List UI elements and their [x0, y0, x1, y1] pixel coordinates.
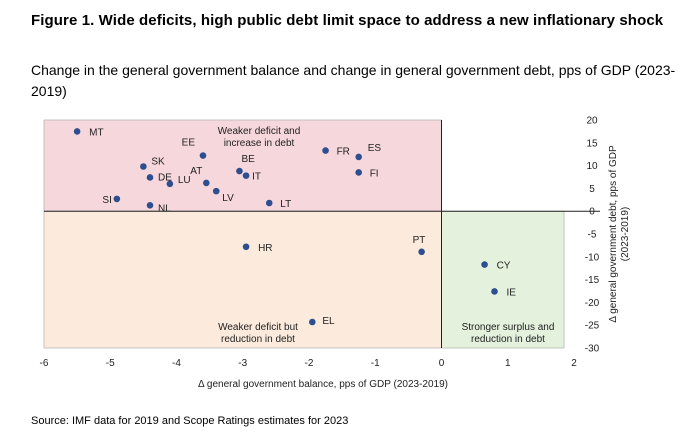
data-point-ee [199, 152, 207, 159]
data-point-it [242, 172, 250, 179]
x-tick-label: -4 [172, 358, 181, 369]
point-label-it: IT [252, 172, 261, 183]
quadrant-top-left [43, 119, 442, 212]
x-tick-label: -6 [40, 358, 49, 369]
data-point-lt [265, 199, 273, 207]
point-label-sk: SK [151, 157, 165, 168]
data-point-de [146, 174, 154, 181]
point-label-nl: NL [158, 203, 171, 214]
y-tick-label: -20 [585, 298, 600, 309]
point-label-ee: EE [182, 138, 196, 149]
y-tick-label: -10 [585, 252, 600, 263]
point-label-lu: LU [178, 175, 191, 186]
source-note: Source: IMF data for 2019 and Scope Rati… [31, 415, 349, 427]
x-tick-label: -5 [106, 358, 115, 369]
chart-subtitle: Change in the general government balance… [31, 62, 676, 99]
quadrant-label: Weaker deficit but reduction in debt [218, 322, 298, 345]
point-label-fr: FR [337, 147, 350, 158]
data-point-nl [146, 201, 154, 209]
point-label-hr: HR [258, 243, 272, 254]
data-point-el [309, 318, 316, 326]
chart-title: Figure 1. Wide deficits, high public deb… [31, 12, 664, 29]
data-point-pt [418, 248, 425, 256]
data-point-mt [73, 128, 81, 135]
x-tick-label: 1 [505, 358, 511, 369]
data-point-lu [166, 180, 174, 188]
y-tick-label: 20 [586, 116, 598, 127]
point-label-pt: PT [413, 235, 426, 246]
data-point-lv [212, 187, 220, 195]
data-point-hr [242, 243, 250, 251]
point-label-es: ES [368, 143, 382, 154]
x-tick-label: -2 [305, 358, 314, 369]
x-tick-label: 2 [571, 358, 577, 369]
y-tick-label: 5 [589, 184, 595, 195]
y-tick-label: -25 [585, 321, 600, 332]
data-point-cy [481, 261, 488, 268]
x-tick-label: -1 [371, 358, 380, 369]
data-point-ie [491, 288, 498, 295]
y-tick-label: -15 [585, 275, 600, 286]
quadrant-label: Stronger surplus and reduction in debt [462, 322, 555, 345]
data-point-fi [355, 169, 362, 176]
data-point-at [203, 179, 210, 187]
data-point-fr [322, 147, 329, 154]
point-label-lt: LT [280, 199, 291, 210]
point-label-cy: CY [497, 261, 511, 272]
point-label-mt: MT [89, 127, 103, 138]
y-tick-label: 0 [589, 207, 595, 218]
y-tick-label: 10 [586, 161, 598, 172]
point-label-el: EL [322, 316, 335, 327]
y-tick-label: -30 [585, 344, 600, 355]
point-label-at: AT [190, 166, 202, 177]
point-label-lv: LV [222, 193, 234, 204]
data-point-si [113, 195, 121, 203]
point-label-de: DE [158, 172, 172, 183]
y-tick-label: 15 [586, 138, 598, 149]
y-tick-label: -5 [588, 230, 597, 241]
x-axis-label: Δ general government balance, pps of GDP… [198, 379, 448, 390]
point-label-si: SI [102, 195, 111, 206]
quadrant-bottom-left [43, 210, 442, 349]
x-tick-label: 0 [439, 358, 445, 369]
point-label-fi: FI [370, 168, 379, 179]
data-point-es [355, 153, 362, 161]
point-label-be: BE [241, 154, 255, 165]
y-axis-label: Δ general government debt, pps of GDP(20… [608, 145, 631, 323]
point-label-ie: IE [507, 287, 517, 298]
x-tick-label: -3 [238, 358, 247, 369]
data-point-sk [140, 163, 147, 170]
data-point-be [236, 167, 243, 175]
quadrant-label: Weaker deficit and increase in debt [218, 126, 301, 149]
